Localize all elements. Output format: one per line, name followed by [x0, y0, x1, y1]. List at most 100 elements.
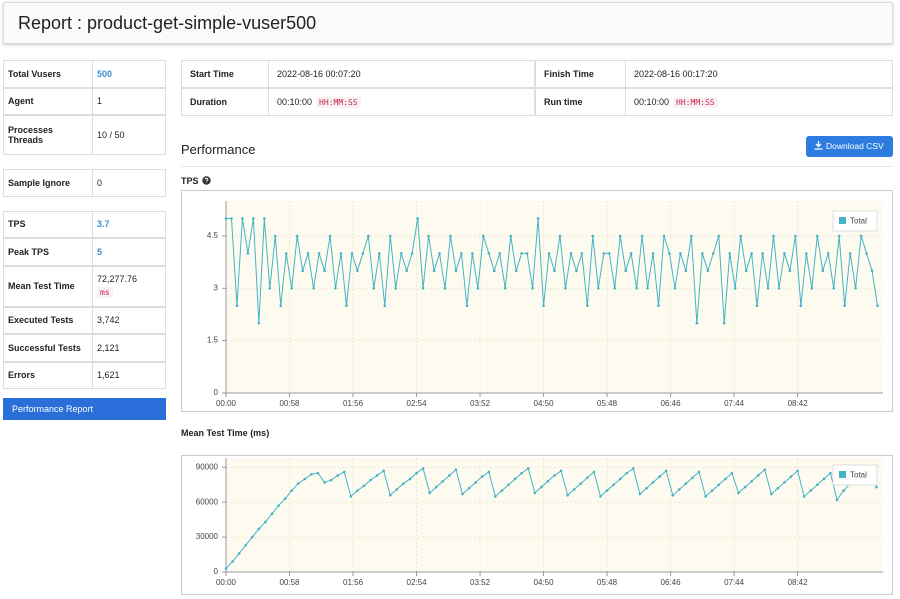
point [471, 252, 474, 255]
point [763, 468, 767, 471]
point [635, 286, 638, 290]
point [766, 286, 770, 290]
point [427, 234, 430, 238]
row-label: Peak TPS [3, 238, 93, 266]
y-tick-label: 90000 [196, 462, 219, 471]
point [461, 492, 464, 496]
point [361, 252, 365, 255]
point [678, 488, 681, 491]
point [794, 234, 797, 238]
point [673, 286, 677, 290]
point [547, 252, 551, 255]
point [350, 252, 354, 255]
point [569, 252, 573, 255]
value-text: 10 / 50 [97, 130, 125, 140]
point [438, 252, 441, 255]
point [566, 493, 569, 497]
point [230, 217, 233, 220]
point [783, 252, 786, 255]
point [454, 269, 458, 273]
point [722, 321, 726, 325]
page-title: Report : product-get-simple-vuser500 [18, 13, 317, 33]
row-value: 2,121 [92, 334, 166, 362]
point [268, 286, 272, 290]
point [750, 252, 753, 255]
x-tick-label: 07:44 [724, 578, 745, 587]
value-text: 2,121 [97, 342, 120, 353]
point [270, 512, 274, 516]
x-tick-label: 06:46 [661, 399, 682, 408]
info-label: Duration [181, 88, 269, 116]
row-value: 1 [92, 87, 166, 115]
point [701, 252, 704, 255]
nav-button[interactable]: Performance Report [3, 398, 166, 420]
point [586, 304, 589, 308]
info-value: 2022-08-16 00:17:20 [625, 60, 893, 88]
point [756, 474, 760, 477]
point [575, 269, 578, 273]
value-text: 5 [97, 246, 103, 257]
download-button[interactable]: Download CSV [806, 136, 893, 157]
row-label: Mean Test Time [3, 265, 93, 307]
point [772, 234, 775, 238]
point [743, 485, 747, 489]
point [618, 234, 622, 238]
plot-area [226, 201, 883, 393]
point [525, 252, 529, 255]
point [356, 269, 359, 273]
point [235, 304, 239, 308]
series-line [226, 217, 879, 324]
help-icon [201, 176, 211, 185]
point [854, 286, 857, 290]
point [334, 286, 337, 290]
point [706, 269, 710, 273]
point [579, 482, 583, 485]
point [586, 476, 589, 480]
x-tick-label: 08:42 [788, 399, 809, 408]
point [848, 252, 852, 255]
point [465, 304, 469, 308]
row-label: Total Vusers [3, 60, 93, 88]
point [244, 543, 248, 547]
chart-title: Mean Test Time (ms) [181, 428, 270, 438]
value-text: 0 [97, 177, 103, 188]
point [428, 491, 431, 495]
point [646, 286, 649, 290]
x-tick-label: 08:42 [788, 578, 809, 587]
point [224, 217, 228, 220]
point [498, 252, 502, 255]
point [487, 470, 491, 474]
point [684, 269, 688, 273]
point [329, 478, 333, 482]
point [553, 474, 556, 477]
point [284, 252, 288, 255]
point [273, 234, 277, 238]
point [591, 234, 595, 238]
point [402, 482, 405, 485]
point [415, 471, 418, 475]
x-tick-label: 07:44 [724, 399, 745, 408]
point [684, 482, 688, 485]
point [448, 474, 451, 477]
row-value: 72,277.76 ms [92, 265, 166, 307]
point [487, 252, 491, 255]
point [290, 489, 293, 492]
x-tick-label: 01:56 [343, 578, 364, 587]
point [843, 304, 846, 308]
row-label: TPS [3, 210, 93, 238]
point [399, 252, 403, 255]
point [730, 471, 734, 475]
point [733, 286, 737, 290]
point [697, 470, 701, 474]
point [737, 491, 740, 495]
point [710, 489, 714, 492]
x-tick-label: 04:50 [534, 578, 555, 587]
x-tick-label: 02:54 [407, 578, 428, 587]
info-label: Finish Time [535, 60, 626, 88]
point [533, 491, 537, 495]
point [277, 504, 280, 507]
point [671, 493, 675, 497]
row-value: 3.7 [92, 210, 166, 238]
x-tick-label: 01:56 [343, 399, 364, 408]
unit-badge: HH:MM:SS [673, 96, 718, 108]
